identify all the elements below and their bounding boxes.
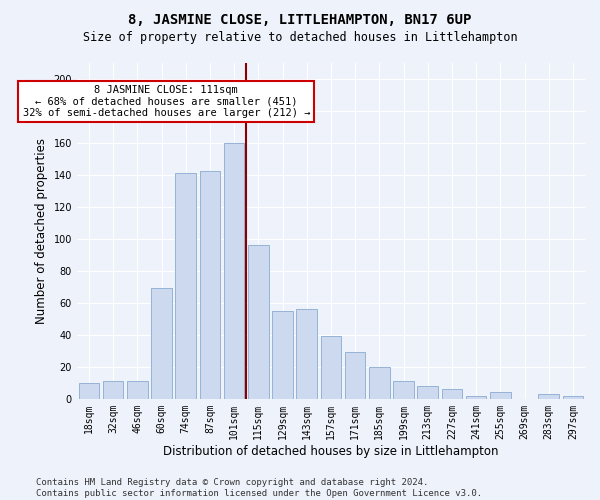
Bar: [151, 288, 172, 399]
X-axis label: Distribution of detached houses by size in Littlehampton: Distribution of detached houses by size …: [163, 444, 499, 458]
Y-axis label: Number of detached properties: Number of detached properties: [35, 138, 48, 324]
Text: 8 JASMINE CLOSE: 111sqm
← 68% of detached houses are smaller (451)
32% of semi-d: 8 JASMINE CLOSE: 111sqm ← 68% of detache…: [23, 85, 310, 118]
Bar: [538, 394, 559, 399]
Bar: [103, 381, 124, 399]
Bar: [369, 367, 389, 399]
Bar: [248, 245, 269, 399]
Bar: [320, 336, 341, 399]
Bar: [563, 396, 583, 399]
Text: Size of property relative to detached houses in Littlehampton: Size of property relative to detached ho…: [83, 31, 517, 44]
Text: 8, JASMINE CLOSE, LITTLEHAMPTON, BN17 6UP: 8, JASMINE CLOSE, LITTLEHAMPTON, BN17 6U…: [128, 12, 472, 26]
Bar: [224, 142, 244, 399]
Bar: [200, 172, 220, 399]
Bar: [127, 381, 148, 399]
Bar: [490, 392, 511, 399]
Bar: [175, 173, 196, 399]
Bar: [345, 352, 365, 399]
Bar: [272, 310, 293, 399]
Bar: [466, 396, 487, 399]
Text: Contains HM Land Registry data © Crown copyright and database right 2024.
Contai: Contains HM Land Registry data © Crown c…: [36, 478, 482, 498]
Bar: [418, 386, 438, 399]
Bar: [79, 383, 99, 399]
Bar: [296, 309, 317, 399]
Bar: [442, 389, 462, 399]
Bar: [393, 381, 414, 399]
